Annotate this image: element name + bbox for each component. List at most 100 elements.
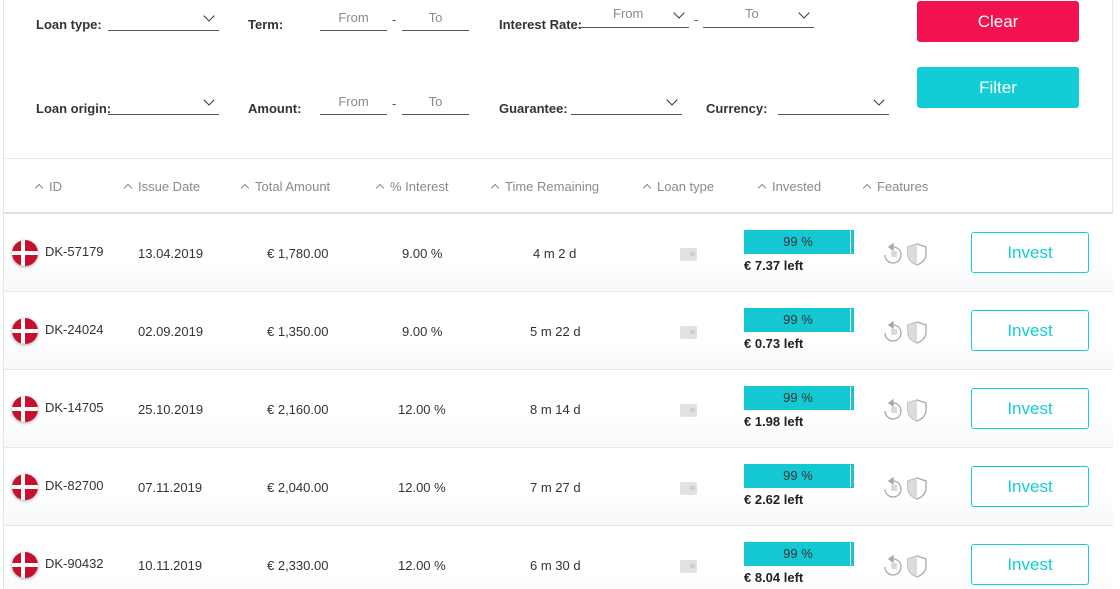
term-from-input[interactable]: From	[320, 9, 387, 31]
guarantee-select[interactable]	[571, 94, 682, 115]
interest: 12.00 %	[398, 558, 446, 573]
column-header-features[interactable]: Features	[862, 179, 928, 194]
wallet-icon	[680, 404, 697, 417]
chevron-down-icon	[873, 94, 885, 106]
invested-progress-bar: 99 %	[744, 230, 854, 254]
invested-progress-bar: 99 %	[744, 386, 854, 410]
amount-dash: -	[392, 96, 397, 111]
loan-id[interactable]: DK-57179	[45, 244, 104, 259]
loan-origin-select[interactable]	[108, 94, 219, 115]
amount-left: € 7.37 left	[744, 258, 804, 273]
loan-type-label: Loan type:	[36, 17, 102, 32]
loan-id[interactable]: DK-82700	[45, 478, 104, 493]
shield-icon	[907, 243, 927, 266]
invest-button[interactable]: Invest	[971, 232, 1089, 273]
amount-label: Amount:	[248, 101, 302, 116]
column-header-id[interactable]: ID	[34, 179, 62, 194]
invest-button[interactable]: Invest	[971, 544, 1089, 585]
loan-id[interactable]: DK-24024	[45, 322, 104, 337]
total-amount: € 1,350.00	[267, 324, 329, 339]
interest-to-value: To	[745, 6, 759, 21]
table-row: DK-24024 02.09.2019 € 1,350.00 9.00 % 5 …	[4, 292, 1113, 370]
denmark-flag-icon	[12, 240, 38, 266]
clear-button[interactable]: Clear	[917, 1, 1079, 42]
sort-caret-icon	[240, 183, 250, 193]
wallet-icon	[680, 326, 697, 339]
issue-date: 02.09.2019	[138, 324, 204, 339]
shield-icon	[907, 477, 927, 500]
loan-origin-label: Loan origin:	[36, 101, 112, 116]
features-icons	[884, 320, 927, 344]
total-amount: € 1,780.00	[267, 246, 329, 261]
wallet-icon	[680, 482, 697, 495]
guarantee-label: Guarantee:	[499, 101, 568, 116]
column-header-invested[interactable]: Invested	[757, 179, 821, 194]
buyback-guarantee-icon	[884, 242, 902, 264]
features-icons	[884, 554, 927, 578]
invested-progress-bar: 99 %	[744, 308, 854, 332]
invested-percent: 99 %	[783, 234, 813, 249]
column-header-issue-date[interactable]: Issue Date	[123, 179, 200, 194]
issue-date: 25.10.2019	[138, 402, 204, 417]
amount-from-input[interactable]: From	[320, 93, 387, 115]
filter-button[interactable]: Filter	[917, 67, 1079, 108]
table-row: DK-82700 07.11.2019 € 2,040.00 12.00 % 7…	[4, 448, 1113, 526]
loan-id[interactable]: DK-14705	[45, 400, 104, 415]
total-amount: € 2,160.00	[267, 402, 329, 417]
features-icons	[884, 242, 927, 266]
buyback-guarantee-icon	[884, 476, 902, 498]
term-label: Term:	[248, 17, 284, 32]
time-remaining: 6 m 30 d	[530, 558, 581, 573]
interest: 12.00 %	[398, 402, 446, 417]
wallet-icon	[680, 248, 697, 261]
total-amount: € 2,330.00	[267, 558, 329, 573]
interest: 9.00 %	[402, 324, 443, 339]
buyback-guarantee-icon	[884, 320, 902, 342]
interest: 12.00 %	[398, 480, 446, 495]
chevron-down-icon	[673, 7, 685, 19]
table-row: DK-14705 25.10.2019 € 2,160.00 12.00 % 8…	[4, 370, 1113, 448]
table-header: ID Issue Date Total Amount % Interest Ti…	[4, 158, 1113, 214]
denmark-flag-icon	[12, 318, 38, 344]
invest-button[interactable]: Invest	[971, 388, 1089, 429]
loan-type-select[interactable]	[108, 10, 219, 31]
amount-left: € 1.98 left	[744, 414, 804, 429]
chevron-down-icon	[203, 10, 215, 22]
currency-label: Currency:	[706, 101, 768, 116]
total-amount: € 2,040.00	[267, 480, 329, 495]
chevron-down-icon	[666, 94, 678, 106]
invested-percent: 99 %	[783, 312, 813, 327]
denmark-flag-icon	[12, 474, 38, 500]
column-header-loan-type[interactable]: Loan type	[642, 179, 714, 194]
column-header-interest[interactable]: % Interest	[375, 179, 449, 194]
invested-percent: 99 %	[783, 546, 813, 561]
term-dash: -	[392, 12, 397, 27]
table-row: DK-90432 10.11.2019 € 2,330.00 12.00 % 6…	[4, 526, 1113, 589]
time-remaining: 4 m 2 d	[533, 246, 577, 261]
interest-to-select[interactable]: To	[703, 6, 814, 28]
column-header-total-amount[interactable]: Total Amount	[240, 179, 330, 194]
term-to-input[interactable]: To	[402, 9, 469, 31]
interest-rate-label: Interest Rate:	[499, 17, 583, 32]
time-remaining: 7 m 27 d	[530, 480, 581, 495]
wallet-icon	[680, 560, 697, 573]
sort-caret-icon	[490, 183, 500, 193]
sort-caret-icon	[375, 183, 385, 193]
chevron-down-icon	[203, 94, 215, 106]
issue-date: 13.04.2019	[138, 246, 204, 261]
interest-dash: -	[694, 12, 699, 27]
currency-select[interactable]	[778, 94, 889, 115]
amount-to-input[interactable]: To	[402, 93, 469, 115]
loan-id[interactable]: DK-90432	[45, 556, 104, 571]
invested-percent: 99 %	[783, 390, 813, 405]
shield-icon	[907, 555, 927, 578]
interest-from-select[interactable]: From	[578, 6, 689, 28]
invest-button[interactable]: Invest	[971, 466, 1089, 507]
issue-date: 07.11.2019	[138, 480, 203, 495]
features-icons	[884, 476, 927, 500]
invest-button[interactable]: Invest	[971, 310, 1089, 351]
column-header-time-remaining[interactable]: Time Remaining	[490, 179, 599, 194]
sort-caret-icon	[642, 183, 652, 193]
denmark-flag-icon	[12, 552, 38, 578]
filter-panel: Loan type: Term: From - To Interest Rate…	[0, 0, 1120, 158]
